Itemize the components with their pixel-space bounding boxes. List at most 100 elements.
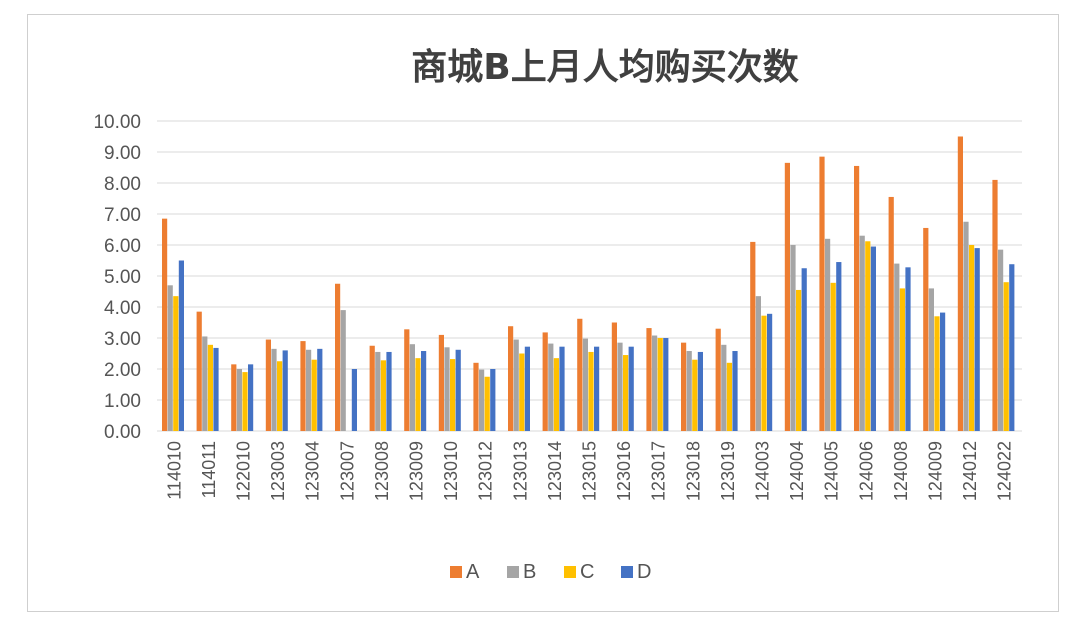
bar-C-124006 — [865, 241, 871, 431]
x-tick-label: 124004 — [787, 441, 807, 501]
bars — [162, 136, 1015, 431]
y-tick-label: 10.00 — [93, 112, 141, 133]
bar-A-123016 — [611, 322, 617, 431]
bar-A-123007 — [335, 283, 341, 431]
y-tick-label: 7.00 — [104, 205, 141, 226]
x-tick-label: 124012 — [960, 441, 980, 501]
bar-D-123009 — [421, 351, 427, 431]
bar-C-123012 — [484, 376, 490, 431]
y-tick-label: 2.00 — [104, 360, 141, 381]
bar-B-124006 — [859, 235, 865, 431]
x-tick-label: 124003 — [753, 441, 773, 501]
x-tick-label: 123014 — [545, 441, 565, 501]
legend-label-C: C — [580, 561, 594, 583]
x-tick-label: 124022 — [995, 441, 1015, 501]
x-tick-label: 114011 — [199, 441, 219, 498]
bar-A-114011 — [196, 311, 202, 431]
legend-label-B: B — [523, 561, 536, 583]
bar-B-123018 — [686, 351, 692, 431]
x-tick-label: 123004 — [303, 441, 323, 501]
bar-C-124004 — [796, 289, 802, 431]
bar-C-123003 — [277, 361, 283, 431]
bar-A-123014 — [542, 332, 548, 431]
bar-B-124009 — [928, 288, 934, 431]
x-tick-label: 123007 — [337, 441, 357, 501]
bar-D-123019 — [732, 351, 738, 431]
bar-C-122010 — [242, 372, 248, 431]
bar-D-124009 — [940, 312, 946, 431]
bar-B-124008 — [894, 263, 900, 431]
bar-B-123008 — [375, 351, 381, 431]
x-tick-label: 123019 — [718, 441, 738, 501]
bar-C-124022 — [1003, 282, 1009, 431]
bar-A-123003 — [265, 339, 271, 431]
bar-A-123004 — [300, 341, 306, 431]
bar-B-123019 — [721, 344, 727, 431]
bar-B-123009 — [409, 344, 415, 431]
y-tick-label: 1.00 — [104, 391, 141, 412]
gridlines — [157, 120, 1022, 432]
bar-B-122010 — [236, 369, 242, 431]
bar-B-123016 — [617, 342, 623, 431]
bar-D-124012 — [974, 248, 980, 431]
bar-A-123017 — [646, 328, 652, 431]
bar-B-124022 — [998, 249, 1004, 431]
legend-swatch-C — [564, 566, 576, 578]
x-axis: 114010 114011 122010 123003 123004 123007 1230… — [164, 441, 1014, 501]
x-tick-label: 123008 — [372, 441, 392, 501]
x-tick-label: 123010 — [441, 441, 461, 501]
x-tick-label: 123015 — [580, 441, 600, 501]
bar-A-124005 — [819, 156, 825, 431]
x-tick-label: 123016 — [614, 441, 634, 501]
bar-D-124005 — [836, 262, 842, 431]
y-tick-label: 3.00 — [104, 329, 141, 350]
x-tick-label: 124008 — [891, 441, 911, 501]
bar-A-123019 — [715, 328, 721, 431]
bar-C-124003 — [761, 315, 767, 431]
bar-D-123018 — [697, 351, 703, 431]
x-tick-label: 123013 — [510, 441, 530, 501]
bar-C-123014 — [553, 358, 559, 431]
bar-D-122010 — [248, 364, 254, 431]
bar-B-123007 — [340, 310, 346, 431]
bar-B-123004 — [306, 349, 312, 431]
bar-A-124004 — [784, 162, 790, 431]
bar-A-122010 — [231, 364, 237, 431]
legend-swatch-A — [450, 566, 462, 578]
x-tick-label: 123018 — [683, 441, 703, 501]
y-axis: 0.00 1.00 2.00 3.00 4.00 5.00 6.00 7.00 8.00 9.00… — [93, 112, 141, 443]
legend-label-D: D — [637, 561, 651, 583]
bar-B-123015 — [582, 338, 588, 431]
bar-A-124009 — [923, 227, 929, 431]
chart-title: 商城B上月人均购买次数 — [411, 47, 799, 88]
bar-B-124003 — [755, 296, 761, 431]
bar-C-123004 — [311, 359, 317, 431]
bar-D-123008 — [386, 351, 392, 431]
bar-C-124005 — [830, 282, 836, 431]
bar-B-123010 — [444, 347, 450, 431]
bar-D-123007 — [351, 369, 357, 431]
bar-D-124004 — [801, 268, 807, 431]
bar-B-123003 — [271, 348, 277, 431]
bar-C-123015 — [588, 351, 594, 431]
bar-A-124008 — [888, 196, 894, 431]
bar-D-114010 — [178, 260, 184, 431]
bar-C-123010 — [450, 359, 456, 431]
legend-swatch-D — [621, 566, 633, 578]
bar-B-124012 — [963, 221, 969, 431]
bar-C-114011 — [207, 344, 213, 431]
bar-D-124006 — [870, 246, 876, 431]
bar-A-123013 — [508, 326, 514, 431]
y-tick-label: 9.00 — [104, 143, 141, 164]
x-tick-label: 124009 — [926, 441, 946, 501]
bar-A-123010 — [438, 334, 444, 431]
bar-D-123004 — [317, 348, 323, 431]
bar-A-123009 — [404, 329, 410, 431]
x-tick-label: 124005 — [822, 441, 842, 501]
bar-A-124022 — [992, 179, 998, 431]
bar-C-123017 — [657, 338, 663, 431]
bar-A-124012 — [957, 136, 963, 431]
bar-D-124003 — [767, 313, 773, 431]
x-tick-label: 122010 — [234, 441, 254, 501]
